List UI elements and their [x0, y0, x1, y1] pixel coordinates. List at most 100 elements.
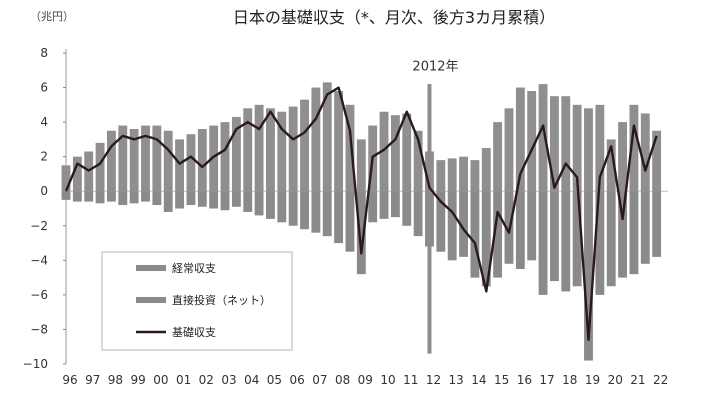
fdi-bar [493, 191, 503, 278]
current-account-bar [231, 116, 241, 192]
basic-balance-line [64, 86, 658, 341]
current-account-bar [527, 91, 537, 192]
x-tick-label: 11 [403, 373, 418, 387]
fdi-bar [107, 191, 116, 202]
current-account-bar [209, 125, 219, 192]
fdi-bar [595, 191, 605, 295]
x-tick-label: 01 [176, 373, 191, 387]
x-tick-label: 21 [630, 373, 645, 387]
fdi-bar [300, 191, 309, 230]
current-account-bar [515, 87, 525, 192]
x-tick-label: 14 [471, 373, 486, 387]
legend-label: 基礎収支 [172, 326, 216, 339]
fdi-bar [243, 191, 253, 212]
current-account-bar [413, 130, 423, 192]
x-tick-label: 08 [335, 373, 350, 387]
chart-title: 日本の基礎収支（*、月次、後方3カ月累積） [233, 8, 555, 27]
current-account-bar [95, 142, 105, 192]
x-tick-label: 15 [494, 373, 509, 387]
fdi-bar [368, 191, 378, 223]
current-account-bar [436, 160, 446, 192]
y-tick-label: −2 [30, 219, 48, 233]
current-account-bar [266, 108, 275, 192]
fdi-bar [288, 191, 298, 226]
x-tick-label: 99 [131, 373, 146, 387]
annotation-label-2012: 2012年 [412, 59, 458, 74]
current-account-bar [334, 91, 344, 192]
legend-label: 経常収支 [172, 262, 216, 275]
current-account-bar [141, 125, 150, 192]
x-tick-label: 20 [608, 373, 623, 387]
current-account-bar [254, 104, 264, 192]
current-account-bar [322, 82, 332, 192]
x-tick-label: 17 [539, 373, 554, 387]
x-tick-label: 22 [653, 373, 668, 387]
x-tick-label: 00 [153, 373, 168, 387]
y-unit-label: （兆円） [30, 10, 74, 23]
fdi-bar [254, 191, 264, 216]
fdi-bar [356, 191, 366, 275]
x-tick-label: 02 [199, 373, 214, 387]
x-tick-label: 13 [449, 373, 464, 387]
legend-swatch-bar [136, 297, 166, 303]
current-account-bar [618, 122, 627, 192]
current-account-bar [72, 156, 82, 192]
current-account-bar [481, 148, 491, 192]
fdi-bar [549, 191, 559, 282]
current-account-bar [129, 129, 139, 192]
current-account-bar [606, 139, 616, 192]
fdi-bar [334, 191, 344, 244]
fdi-bar [118, 191, 128, 206]
current-account-bar [118, 125, 128, 192]
fdi-bar [470, 191, 480, 278]
fdi-bar [640, 191, 650, 264]
x-tick-label: 16 [517, 373, 532, 387]
current-account-bar [379, 111, 389, 192]
fdi-bar [379, 191, 389, 219]
fdi-bar [72, 191, 82, 202]
current-account-bar [595, 104, 605, 192]
fdi-bar [186, 191, 196, 206]
current-account-bar [163, 130, 173, 192]
fdi-bar [197, 191, 207, 207]
current-account-bar [61, 165, 71, 192]
current-account-bar [288, 106, 298, 192]
x-tick-label: 18 [562, 373, 577, 387]
x-tick-label: 09 [358, 373, 373, 387]
x-tick-label: 06 [290, 373, 305, 387]
fdi-bar [277, 191, 287, 223]
current-account-bar [300, 99, 309, 192]
current-account-bar [243, 108, 253, 192]
fdi-bar [209, 191, 219, 209]
fdi-bar [266, 191, 275, 219]
fdi-bar [584, 191, 593, 361]
annotation-line-2012 [427, 84, 432, 354]
y-tick-label: 0 [40, 184, 48, 198]
fdi-bar [413, 191, 423, 237]
y-tick-label: 6 [40, 81, 48, 95]
fdi-bar [618, 191, 627, 278]
annotation-group: 2012年 [412, 59, 459, 354]
current-account-bar [186, 134, 196, 192]
current-account-bar [584, 108, 593, 192]
fdi-bar [322, 191, 332, 237]
fdi-bar [141, 191, 150, 202]
fdi-bar [629, 191, 639, 275]
fdi-bar [561, 191, 571, 292]
current-account-bar [640, 113, 650, 192]
fdi-bar [61, 191, 71, 200]
current-account-bar [345, 104, 355, 192]
fdi-bar [84, 191, 94, 202]
current-account-bar [447, 158, 457, 192]
current-account-bar [390, 115, 400, 192]
current-account-bar [652, 130, 662, 192]
legend-label: 直接投資（ネット） [172, 293, 271, 307]
x-tick-label: 07 [312, 373, 327, 387]
fdi-bar [538, 191, 548, 295]
fdi-bar [163, 191, 173, 212]
x-tick-label: 12 [426, 373, 441, 387]
fdi-bar [95, 191, 105, 204]
fdi-bar [231, 191, 241, 207]
